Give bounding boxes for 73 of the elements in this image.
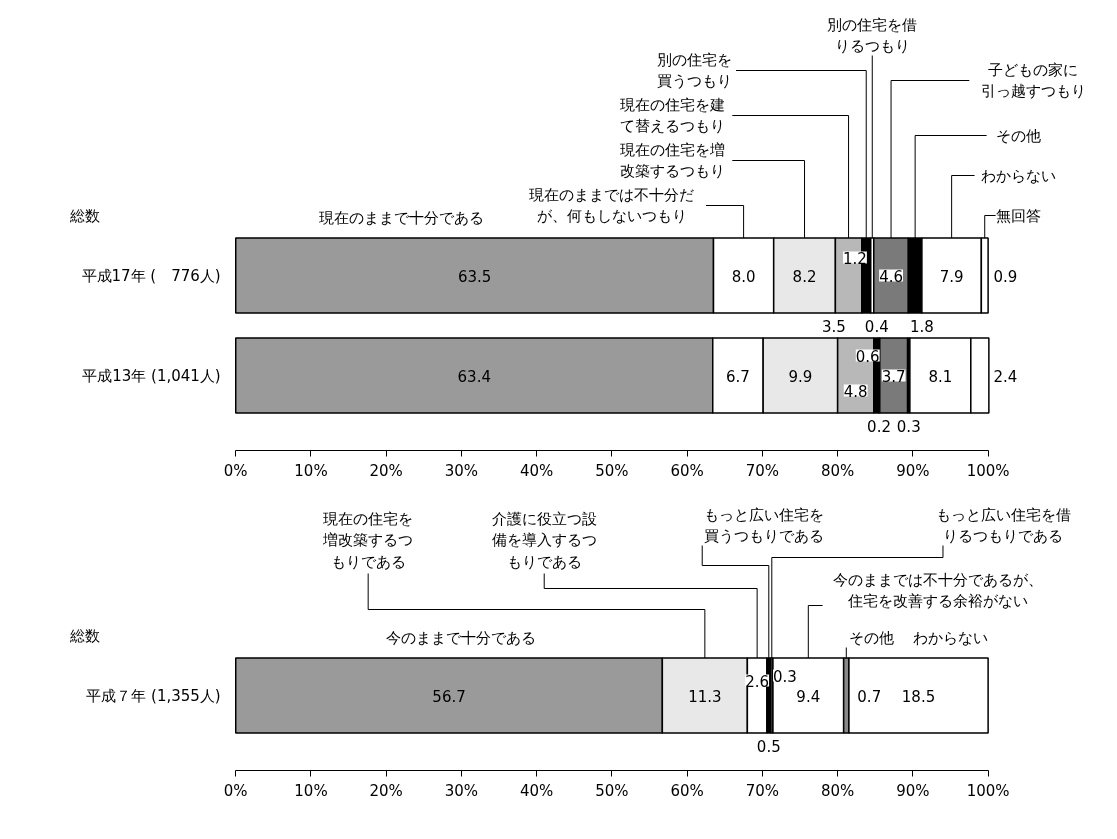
x-tick-label: 20% — [369, 781, 403, 800]
text: 現在の住宅を増改築するつもり — [619, 140, 725, 181]
text: 介護に役立つ設備を導入するつもりである — [491, 509, 597, 572]
data-label: 8.2 — [792, 267, 817, 286]
x-tick-label: 80% — [820, 781, 855, 800]
text: 総数 — [69, 206, 101, 225]
x-tick-label: 60% — [670, 461, 704, 480]
series-label: 今のままで十分である — [386, 628, 537, 647]
data-label: 56.7 — [432, 687, 466, 706]
data-label: 1.2 — [843, 249, 867, 268]
x-tick-label: 90% — [896, 781, 930, 800]
data-label: 63.5 — [457, 267, 492, 286]
x-tick-label: 30% — [444, 781, 479, 800]
data-label: 0.4 — [864, 317, 889, 336]
x-tick-label: 50% — [595, 461, 629, 480]
y-tick-label: 平成７年 (1,355人) — [86, 686, 221, 705]
data-label: 0.2 — [867, 417, 891, 436]
data-label: 3.7 — [881, 367, 906, 386]
data-label: 6.7 — [726, 367, 750, 386]
series-label: 無回答 — [995, 206, 1041, 225]
series-label: わからない — [913, 628, 988, 647]
text: 今のままでは不十分であるが、住宅を改善する余裕がない — [833, 570, 1044, 611]
data-label: 8.0 — [731, 267, 756, 286]
data-label: 2.4 — [993, 367, 1018, 386]
text: その他 — [995, 126, 1041, 145]
series-label: 現在のままで十分である — [318, 208, 484, 227]
data-label: 18.5 — [901, 687, 936, 706]
series-label: 現在のままでは不十分だが、何もしないつもり — [529, 185, 695, 226]
data-label: 0.3 — [773, 667, 797, 686]
text: 子どもの家に引っ越すつもり — [980, 60, 1086, 101]
x-tick-label: 0% — [223, 781, 248, 800]
x-tick-label: 0% — [223, 461, 248, 480]
x-tick-label: 50% — [595, 781, 629, 800]
data-label: 4.6 — [879, 267, 903, 286]
x-tick-label: 20% — [369, 461, 403, 480]
x-tick-label: 70% — [745, 781, 780, 800]
x-tick-label: 30% — [444, 461, 479, 480]
x-tick-label: 40% — [520, 781, 554, 800]
text: 別の住宅を借りるつもり — [827, 15, 918, 56]
data-label: 3.5 — [821, 317, 846, 336]
data-label: 9.4 — [796, 687, 821, 706]
text: 別の住宅を買うつもり — [657, 50, 733, 91]
x-tick-label: 90% — [896, 461, 930, 480]
data-label: 63.4 — [457, 367, 491, 386]
x-tick-label: 40% — [520, 461, 554, 480]
text: 現在の住宅を増改築するつもりである — [322, 509, 414, 572]
x-tick-label: 10% — [294, 781, 328, 800]
text: わからない — [980, 166, 1056, 185]
x-tick-label: 10% — [294, 461, 328, 480]
x-tick-label: 80% — [820, 461, 855, 480]
data-label: 0.3 — [896, 417, 921, 436]
text: 総数 — [69, 626, 101, 645]
data-label: 8.1 — [928, 367, 953, 386]
series-label: その他 — [849, 628, 894, 647]
y-tick-label: 平成13年 (1,041人) — [82, 366, 221, 385]
text: もっと広い住宅を買うつもりである — [703, 505, 824, 546]
x-tick-label: 60% — [670, 781, 704, 800]
x-tick-label: 100% — [966, 461, 1010, 480]
y-tick-label: 平成17年 ( 776人) — [81, 266, 221, 285]
x-tick-label: 100% — [966, 781, 1010, 800]
data-label: 1.8 — [909, 317, 934, 336]
data-label: 0.7 — [857, 687, 882, 706]
data-label: 2.6 — [745, 672, 770, 691]
text: 現在の住宅を建て替えるつもり — [619, 95, 725, 136]
x-tick-label: 70% — [745, 461, 780, 480]
data-label: 0.6 — [855, 347, 880, 366]
data-label: 0.5 — [756, 737, 781, 756]
data-label: 9.9 — [788, 367, 813, 386]
data-label: 11.3 — [688, 687, 722, 706]
data-label: 7.9 — [939, 267, 964, 286]
data-label: 0.9 — [993, 267, 1018, 286]
data-label: 4.8 — [843, 382, 868, 401]
text: もっと広い住宅を借りるつもりである — [935, 505, 1071, 546]
